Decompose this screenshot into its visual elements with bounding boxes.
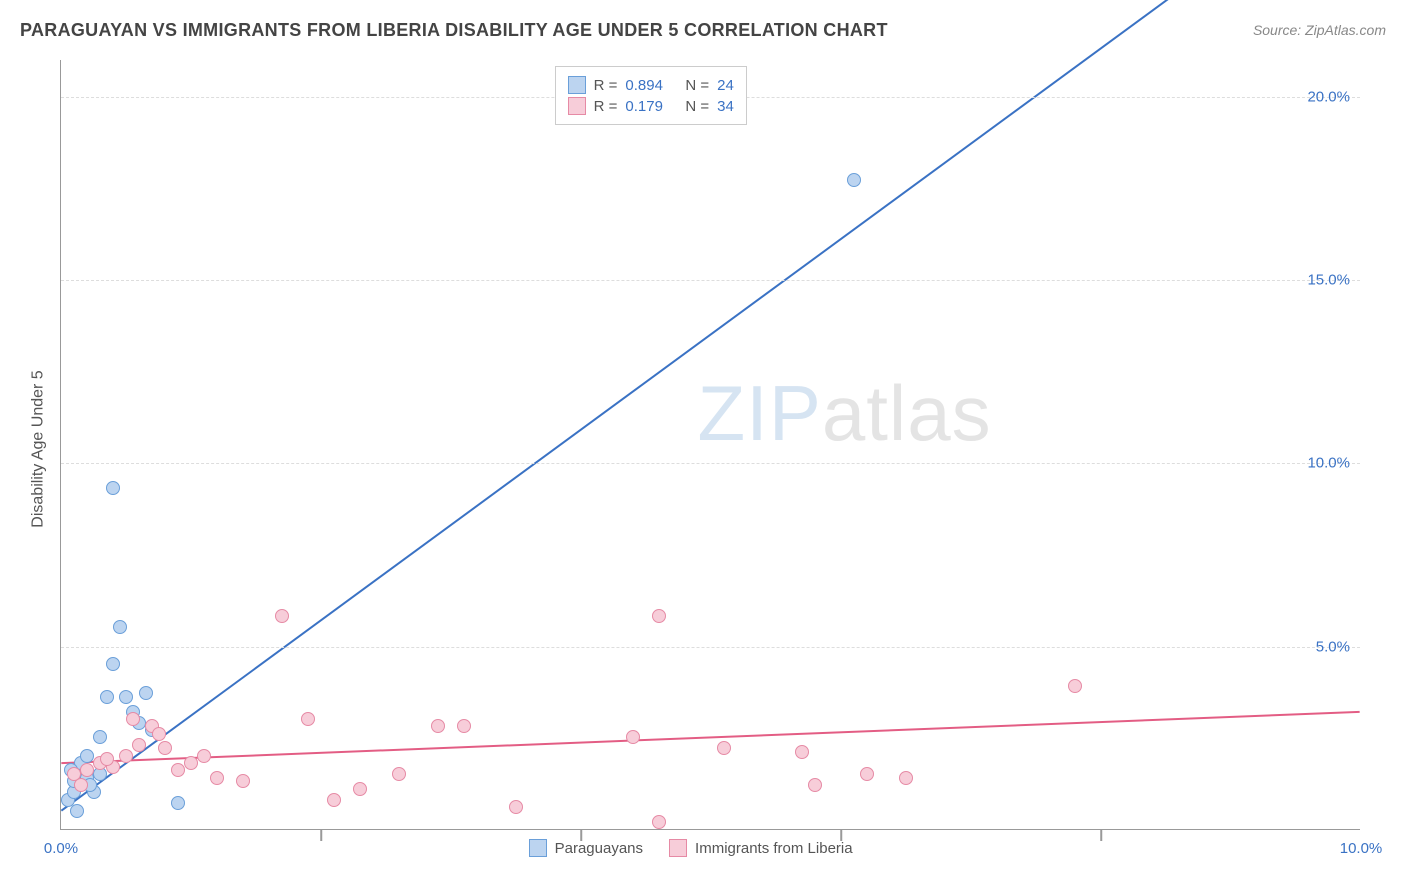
gridline-h bbox=[61, 280, 1360, 281]
scatter-point bbox=[100, 752, 114, 766]
scatter-point bbox=[860, 767, 874, 781]
scatter-point bbox=[171, 796, 185, 810]
legend-n-value: 24 bbox=[717, 77, 734, 94]
scatter-point bbox=[353, 782, 367, 796]
watermark-zip: ZIP bbox=[698, 369, 822, 457]
scatter-point bbox=[899, 771, 913, 785]
scatter-point bbox=[80, 749, 94, 763]
scatter-point bbox=[106, 481, 120, 495]
scatter-point bbox=[93, 730, 107, 744]
legend-r-label: R = bbox=[594, 77, 618, 94]
gridline-h bbox=[61, 463, 1360, 464]
legend-swatch bbox=[568, 97, 586, 115]
scatter-point bbox=[652, 815, 666, 829]
x-tick-label: 10.0% bbox=[1340, 840, 1383, 857]
legend-swatch bbox=[568, 76, 586, 94]
legend-swatch bbox=[529, 839, 547, 857]
chart-title: PARAGUAYAN VS IMMIGRANTS FROM LIBERIA DI… bbox=[20, 20, 888, 41]
x-tick-mark bbox=[1100, 829, 1102, 841]
scatter-point bbox=[236, 774, 250, 788]
scatter-point bbox=[132, 738, 146, 752]
legend-r-value: 0.179 bbox=[625, 98, 677, 115]
scatter-point bbox=[126, 712, 140, 726]
correlation-legend: R = 0.894 N = 24 R = 0.179 N = 34 bbox=[555, 66, 747, 125]
y-tick-label: 20.0% bbox=[1307, 88, 1350, 105]
scatter-point bbox=[717, 741, 731, 755]
y-tick-label: 5.0% bbox=[1316, 638, 1350, 655]
scatter-point bbox=[197, 749, 211, 763]
y-axis-label: Disability Age Under 5 bbox=[30, 370, 48, 527]
y-tick-label: 10.0% bbox=[1307, 455, 1350, 472]
x-tick-label: 0.0% bbox=[44, 840, 78, 857]
watermark: ZIPatlas bbox=[698, 368, 992, 459]
watermark-atlas: atlas bbox=[822, 369, 992, 457]
scatter-point bbox=[301, 712, 315, 726]
scatter-point bbox=[119, 749, 133, 763]
legend-n-label: N = bbox=[685, 77, 709, 94]
legend-swatch bbox=[669, 839, 687, 857]
scatter-point bbox=[70, 804, 84, 818]
plot-area: ZIPatlas 5.0%10.0%15.0%20.0%0.0%10.0%R =… bbox=[60, 60, 1360, 830]
trend-line bbox=[61, 712, 1359, 763]
series-legend: Paraguayans Immigrants from Liberia bbox=[529, 839, 871, 857]
scatter-point bbox=[847, 173, 861, 187]
scatter-point bbox=[139, 686, 153, 700]
scatter-point bbox=[808, 778, 822, 792]
scatter-point bbox=[457, 719, 471, 733]
legend-n-value: 34 bbox=[717, 98, 734, 115]
legend-r-value: 0.894 bbox=[625, 77, 677, 94]
scatter-point bbox=[171, 763, 185, 777]
scatter-point bbox=[113, 620, 127, 634]
scatter-point bbox=[392, 767, 406, 781]
correlation-legend-row: R = 0.179 N = 34 bbox=[568, 97, 734, 115]
x-tick-mark bbox=[320, 829, 322, 841]
scatter-point bbox=[80, 763, 94, 777]
legend-r-label: R = bbox=[594, 98, 618, 115]
scatter-point bbox=[327, 793, 341, 807]
y-tick-label: 15.0% bbox=[1307, 272, 1350, 289]
scatter-point bbox=[626, 730, 640, 744]
scatter-point bbox=[74, 778, 88, 792]
scatter-point bbox=[652, 609, 666, 623]
scatter-point bbox=[795, 745, 809, 759]
legend-n-label: N = bbox=[685, 98, 709, 115]
trend-lines-svg bbox=[61, 60, 1360, 829]
gridline-h bbox=[61, 647, 1360, 648]
scatter-point bbox=[100, 690, 114, 704]
scatter-point bbox=[431, 719, 445, 733]
scatter-point bbox=[184, 756, 198, 770]
scatter-point bbox=[152, 727, 166, 741]
scatter-point bbox=[1068, 679, 1082, 693]
scatter-point bbox=[119, 690, 133, 704]
scatter-point bbox=[106, 657, 120, 671]
scatter-point bbox=[210, 771, 224, 785]
scatter-point bbox=[158, 741, 172, 755]
legend-series-label: Immigrants from Liberia bbox=[695, 840, 853, 857]
legend-series-label: Paraguayans bbox=[555, 840, 643, 857]
correlation-legend-row: R = 0.894 N = 24 bbox=[568, 76, 734, 94]
scatter-point bbox=[275, 609, 289, 623]
scatter-point bbox=[509, 800, 523, 814]
source-attribution: Source: ZipAtlas.com bbox=[1253, 22, 1386, 38]
